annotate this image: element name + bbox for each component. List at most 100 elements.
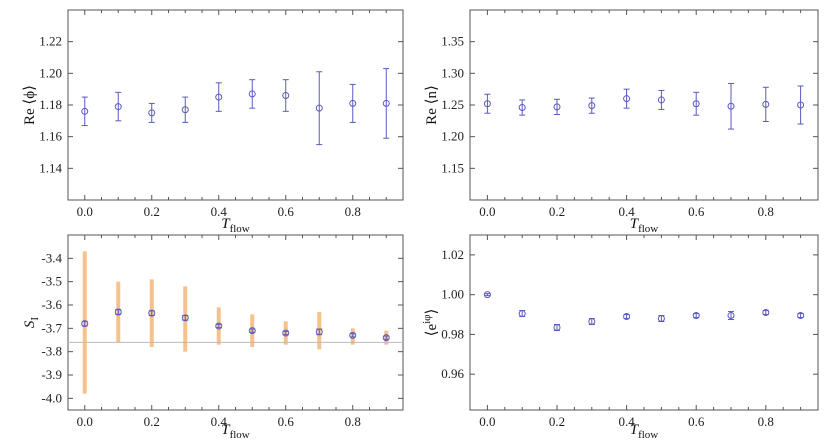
x-tick-label: 0.0 [479, 204, 495, 219]
data-point [248, 327, 256, 335]
x-tick-label: 0.4 [211, 204, 228, 219]
x-tick-label: 0.6 [688, 204, 705, 219]
y-axis-label: ⟨eiφ⟩ [421, 309, 440, 337]
y-tick-label: 1.14 [39, 160, 62, 175]
x-tick-label: 0.4 [618, 414, 635, 429]
y-tick-label: 1.30 [441, 65, 464, 80]
data-point [382, 334, 390, 342]
panel-n: 0.0 0.2 0.4 0.6 0.8 1.15 1.20 1.25 1.30 1.35 Tflow… [424, 9, 819, 235]
x-tick-label: 0.4 [618, 204, 635, 219]
x-tick-label: 0.8 [758, 414, 774, 429]
y-tick-label: -4.0 [41, 390, 62, 405]
data-point [483, 291, 491, 299]
x-axis-label: Tflow [630, 216, 659, 235]
x-tick-label: 0.8 [758, 204, 774, 219]
y-tick-label: 1.22 [39, 34, 62, 49]
y-tick-label: 0.98 [441, 326, 464, 341]
data-point [181, 106, 189, 114]
y-tick-label: 1.25 [441, 97, 464, 112]
data-point [114, 308, 122, 316]
data-point [148, 309, 156, 317]
data-point [282, 329, 290, 337]
data-point [315, 328, 323, 336]
data-point [657, 315, 665, 323]
y-axis-label: SI [22, 317, 41, 329]
data-point [797, 101, 805, 109]
data-point [692, 100, 700, 108]
x-tick-label: 0.0 [77, 414, 93, 429]
y-tick-label: 1.35 [441, 34, 464, 49]
data-point [692, 312, 700, 320]
y-tick-label: -3.4 [41, 250, 62, 265]
data-point [588, 102, 596, 110]
x-tick-label: 0.4 [211, 414, 228, 429]
x-tick-label: 0.8 [345, 204, 361, 219]
data-point [81, 320, 89, 328]
y-tick-label: -3.5 [41, 274, 62, 289]
data-point [382, 99, 390, 107]
x-axis-label-subscript: flow [638, 223, 658, 235]
data-point [181, 314, 189, 322]
data-point [727, 102, 735, 110]
x-tick-label: 0.6 [688, 414, 705, 429]
y-axis-label-subscript: I [29, 317, 41, 321]
y-axis-label-main: ⟨e [424, 324, 440, 337]
data-point [81, 107, 89, 115]
y-axis-label-close: ⟩ [424, 309, 440, 315]
data-point [248, 90, 256, 98]
panel-phi: 0.0 0.2 0.4 0.6 0.8 1.14 1.16 1.18 1.20 1.22 Tflow… [22, 9, 404, 235]
y-tick-label: 1.16 [39, 129, 62, 144]
x-tick-label: 0.0 [77, 204, 93, 219]
y-tick-label: 1.02 [441, 247, 464, 262]
y-tick-label: -3.8 [41, 344, 62, 359]
y-axis-label-main: S [22, 320, 38, 328]
y-axis-label: Re ⟨ϕ⟩ [22, 85, 38, 125]
plot-frame [469, 234, 819, 411]
data-point [553, 323, 561, 331]
data-point [282, 92, 290, 99]
y-tick-label: 1.20 [441, 129, 464, 144]
x-tick-label: 0.6 [278, 204, 295, 219]
data-point [215, 322, 223, 330]
x-tick-label: 0.2 [549, 414, 565, 429]
data-point [349, 331, 357, 339]
data-point [553, 103, 561, 111]
x-axis-label: Tflow [630, 422, 659, 440]
x-axis-label-subscript: flow [230, 223, 250, 235]
data-point [349, 99, 357, 107]
data-point [148, 109, 156, 117]
data-point [657, 96, 665, 104]
x-tick-label: 0.8 [345, 414, 361, 429]
data-point [623, 95, 631, 103]
x-axis-label-subscript: flow [638, 429, 658, 440]
panel-SI: 0.0 0.2 0.4 0.6 0.8 -4.0 -3.9 -3.8 -3.7 -3.6 -3.5 -… [22, 234, 404, 440]
data-point [483, 100, 491, 108]
x-tick-label: 0.2 [144, 204, 160, 219]
data-point [588, 318, 596, 326]
x-axis-label: Tflow [221, 216, 250, 235]
y-tick-label: -3.7 [41, 320, 62, 335]
panel-phase: 0.0 0.2 0.4 0.6 0.8 0.96 0.98 1.00 1.02 Tflow ⟨eiφ… [421, 234, 819, 440]
data-point [727, 312, 735, 320]
x-tick-label: 0.6 [278, 414, 295, 429]
data-point [114, 103, 122, 111]
data-point [762, 100, 770, 108]
data-point [518, 310, 526, 318]
y-axis-label-superscript: iφ [421, 314, 433, 323]
x-axis-label: Tflow [221, 422, 250, 440]
x-tick-label: 0.2 [549, 204, 565, 219]
y-tick-label: -3.9 [41, 367, 62, 382]
y-tick-label: 0.96 [441, 366, 464, 381]
y-tick-label: 1.00 [441, 287, 464, 302]
y-tick-label: 1.20 [39, 65, 62, 80]
data-point [518, 104, 526, 112]
y-tick-label: 1.15 [441, 160, 464, 175]
data-point [797, 312, 805, 320]
x-axis-label-subscript: flow [230, 429, 250, 440]
data-point [623, 313, 631, 321]
y-tick-label: -3.6 [41, 297, 62, 312]
data-point [215, 93, 223, 101]
x-tick-label: 0.2 [144, 414, 160, 429]
x-tick-label: 0.0 [479, 414, 495, 429]
